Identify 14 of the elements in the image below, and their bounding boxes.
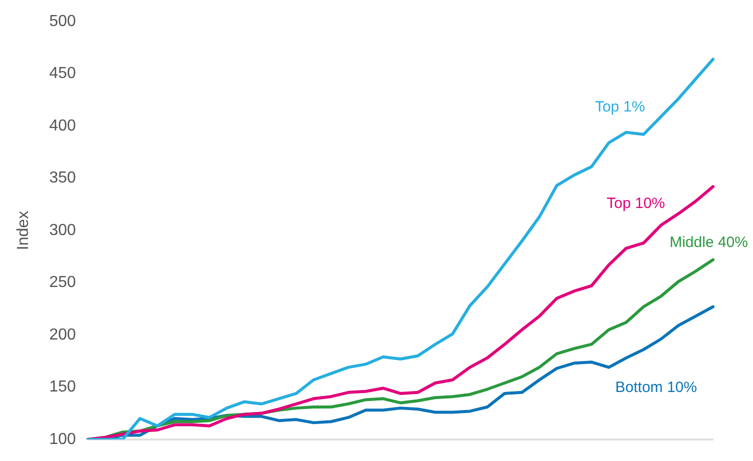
y-tick-label: 350	[49, 170, 76, 187]
series-label: Bottom 10%	[615, 378, 697, 396]
y-tick-label: 100	[49, 430, 76, 448]
y-tick-label: 200	[49, 326, 76, 344]
y-axis-title: Index	[15, 210, 32, 250]
y-tick-label: 300	[49, 222, 76, 239]
y-tick-label: 500	[49, 13, 76, 30]
series-label: Middle 40%	[670, 234, 748, 251]
y-tick-label: 400	[49, 117, 76, 134]
series-label: Top 1%	[594, 98, 645, 116]
y-tick-label: 450	[49, 65, 76, 82]
series-label: Top 10%	[606, 194, 665, 212]
y-tick-label: 150	[49, 378, 76, 396]
y-tick-label: 250	[49, 274, 76, 292]
